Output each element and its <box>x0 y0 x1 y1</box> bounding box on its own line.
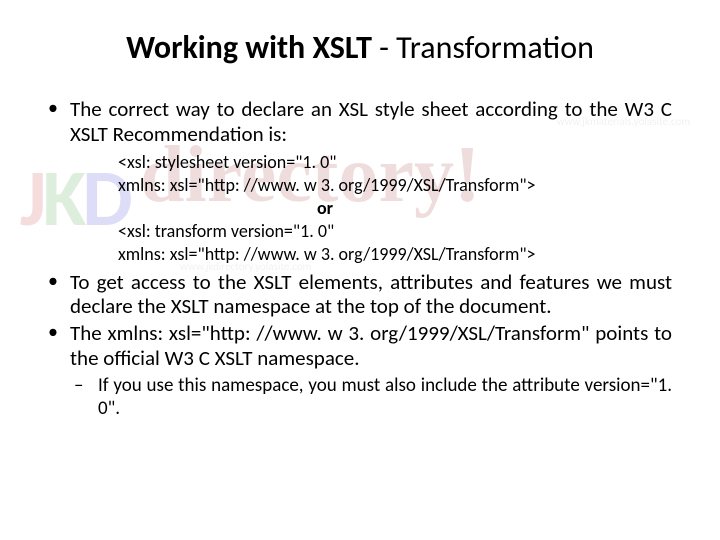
bullet-1: The correct way to declare an XSL style … <box>70 97 672 266</box>
slide-title: Working with XSLT - Transformation <box>48 28 672 67</box>
slide-content: Working with XSLT - Transformation The c… <box>0 0 720 442</box>
code1-line1: <xsl: stylesheet version="1. 0" <box>118 151 672 174</box>
sub-bullet-1: If you use this namespace, you must also… <box>98 375 672 421</box>
bullet-list: The correct way to declare an XSL style … <box>48 97 672 420</box>
bullet-1-text: The correct way to declare an XSL style … <box>70 96 672 147</box>
or-separator: or <box>118 197 532 220</box>
title-bold: Working with XSLT <box>126 28 372 67</box>
bullet-3-text: The xmlns: xsl="http: //www. w 3. org/19… <box>70 320 672 371</box>
title-light: - Transformation <box>372 28 594 67</box>
bullet-2: To get access to the XSLT elements, attr… <box>70 270 672 320</box>
code2-line1: <xsl: transform version="1. 0" <box>118 220 672 243</box>
bullet-3: The xmlns: xsl="http: //www. w 3. org/19… <box>70 321 672 420</box>
code2-line2: xmlns: xsl="http: //www. w 3. org/1999/X… <box>118 243 672 266</box>
code1-line2: xmlns: xsl="http: //www. w 3. org/1999/X… <box>118 174 672 197</box>
sub-bullet-list: If you use this namespace, you must also… <box>70 375 672 421</box>
sub-bullet-1-text: If you use this namespace, you must also… <box>98 374 672 420</box>
bullet-2-text: To get access to the XSLT elements, attr… <box>70 269 672 320</box>
code-block-1: <xsl: stylesheet version="1. 0" xmlns: x… <box>118 151 672 266</box>
